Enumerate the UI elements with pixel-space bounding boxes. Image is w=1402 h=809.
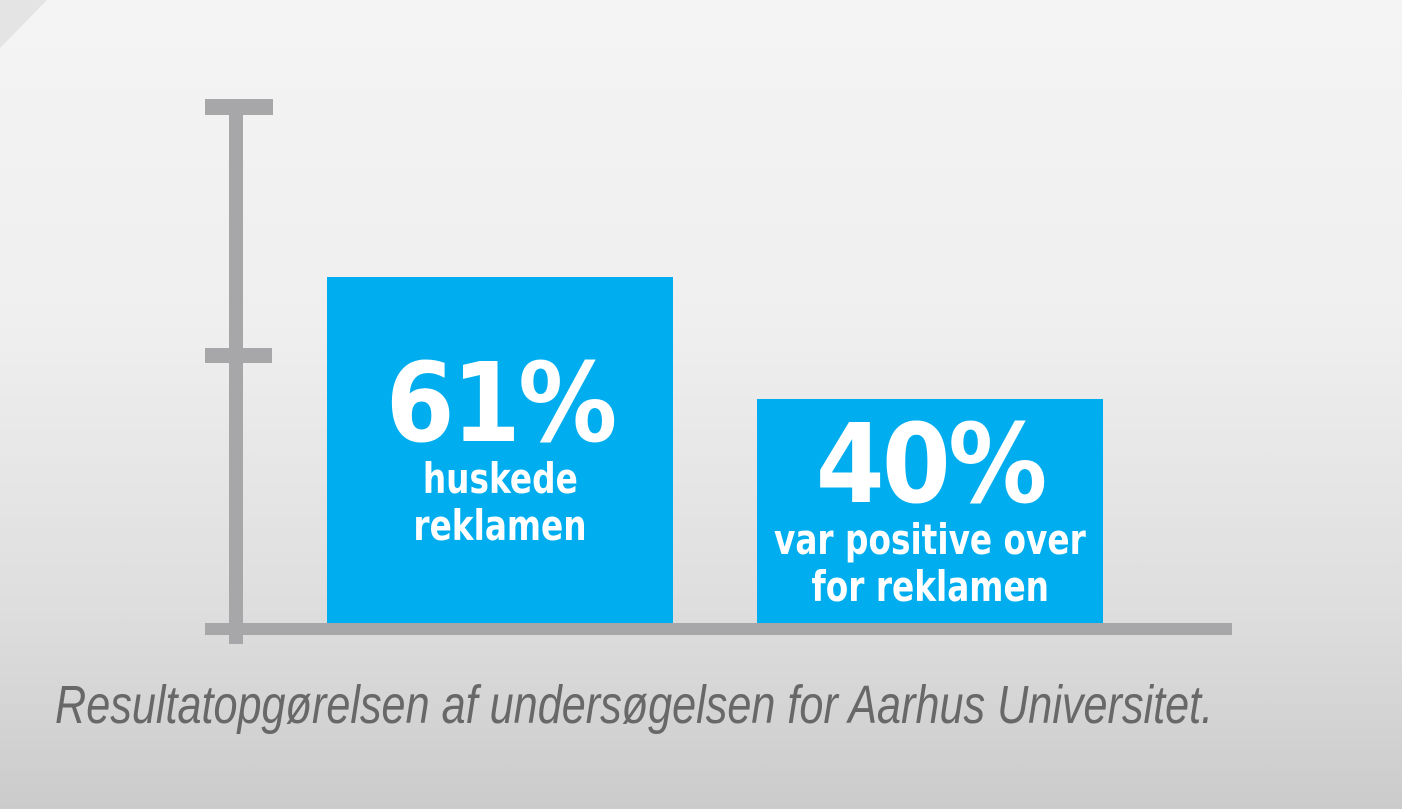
bar-value-label: 40% — [815, 399, 1048, 528]
corner-decoration — [0, 0, 47, 48]
bar-category-label-line: var positive over — [774, 515, 1086, 565]
bar-positive-reklamen: 40% var positive over for reklamen — [757, 399, 1103, 623]
bar-category-label-line: reklamen — [413, 501, 587, 551]
chart-caption: Resultatopgørelsen af undersøgelsen for … — [55, 675, 1214, 735]
x-axis-line — [205, 623, 1232, 635]
bar-value-label: 61% — [385, 338, 618, 467]
bar-huskede-reklamen: 61% huskede reklamen — [327, 277, 673, 623]
bar-category-label-line: for reklamen — [811, 562, 1049, 612]
y-axis-tick-top — [205, 99, 273, 115]
y-axis-tick-middle — [205, 348, 272, 363]
y-axis-line — [229, 99, 243, 644]
bar-category-label-line: huskede — [422, 454, 578, 504]
